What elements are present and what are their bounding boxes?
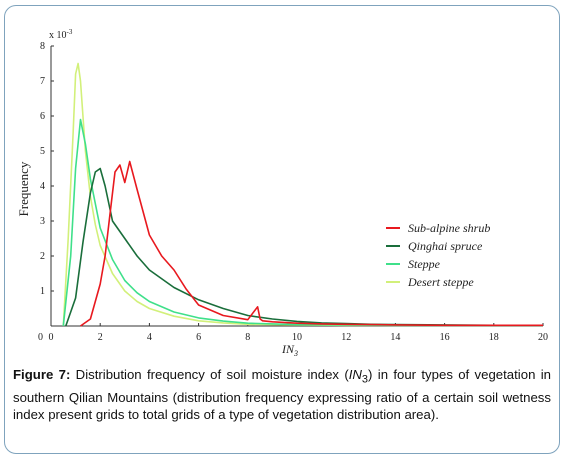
x-tick-label: 18 — [489, 332, 499, 343]
y-tick-label: 5 — [40, 146, 45, 157]
series-line-sub-alpine-shrub — [80, 160, 543, 327]
x-axis-label-sub: 3 — [293, 349, 298, 358]
y-exponent: x 10-3 — [49, 28, 73, 41]
caption-label: Figure 7: — [13, 367, 71, 382]
x-tick-label: 14 — [390, 332, 400, 343]
y-tick-label: 3 — [40, 216, 45, 227]
legend-label: Sub-alpine shrub — [408, 221, 490, 235]
x-tick-label: 16 — [440, 332, 450, 343]
x-tick-label: 10 — [292, 332, 302, 343]
y-tick-label: 6 — [40, 111, 45, 122]
x-tick-label: 8 — [245, 332, 250, 343]
figure-caption: Figure 7: Distribution frequency of soil… — [13, 366, 551, 423]
legend-label: Steppe — [408, 257, 441, 271]
caption-term-sub: 3 — [361, 373, 369, 386]
y-exponent-power: -3 — [67, 28, 73, 36]
x-tick-label: 0 — [49, 332, 54, 343]
caption-text-after: ) in four types of vegetation in souther… — [13, 367, 551, 422]
x-axis-label-main: IN — [281, 342, 295, 356]
series-layer — [62, 62, 543, 327]
y-tick-label: 1 — [40, 286, 45, 297]
y-tick-label: 4 — [40, 181, 45, 192]
x-tick-label: 6 — [196, 332, 201, 343]
legend: Sub-alpine shrub Qinghai spruce Steppe Dese… — [386, 221, 490, 289]
legend-label: Desert steppe — [407, 275, 474, 289]
x-axis-label: IN3 — [281, 342, 298, 358]
y-tick-label: 2 — [40, 251, 45, 262]
y-axis-label: Frequency — [16, 161, 31, 216]
y-tick-label: 7 — [40, 76, 45, 87]
legend-label: Qinghai spruce — [408, 239, 483, 253]
x-tick-label: 4 — [147, 332, 152, 343]
frequency-line-chart: x 10-3 Frequency IN3 0 2 4 6 8 10 12 14 16 18 2012… — [16, 28, 548, 358]
figure-frame: x 10-3 Frequency IN3 0 2 4 6 8 10 12 14 16 18 20 1 2… — [4, 5, 560, 454]
x-tick-label: 20 — [538, 332, 548, 343]
caption-text-before: Distribution frequency of soil moisture … — [70, 367, 349, 382]
origin-tick-label: 0 — [38, 332, 43, 343]
y-tick-label: 8 — [40, 41, 45, 52]
caption-term: IN — [348, 367, 362, 382]
x-tick-label: 12 — [341, 332, 351, 343]
x-tick-label: 2 — [98, 332, 103, 343]
y-exponent-base: x 10 — [49, 30, 67, 41]
